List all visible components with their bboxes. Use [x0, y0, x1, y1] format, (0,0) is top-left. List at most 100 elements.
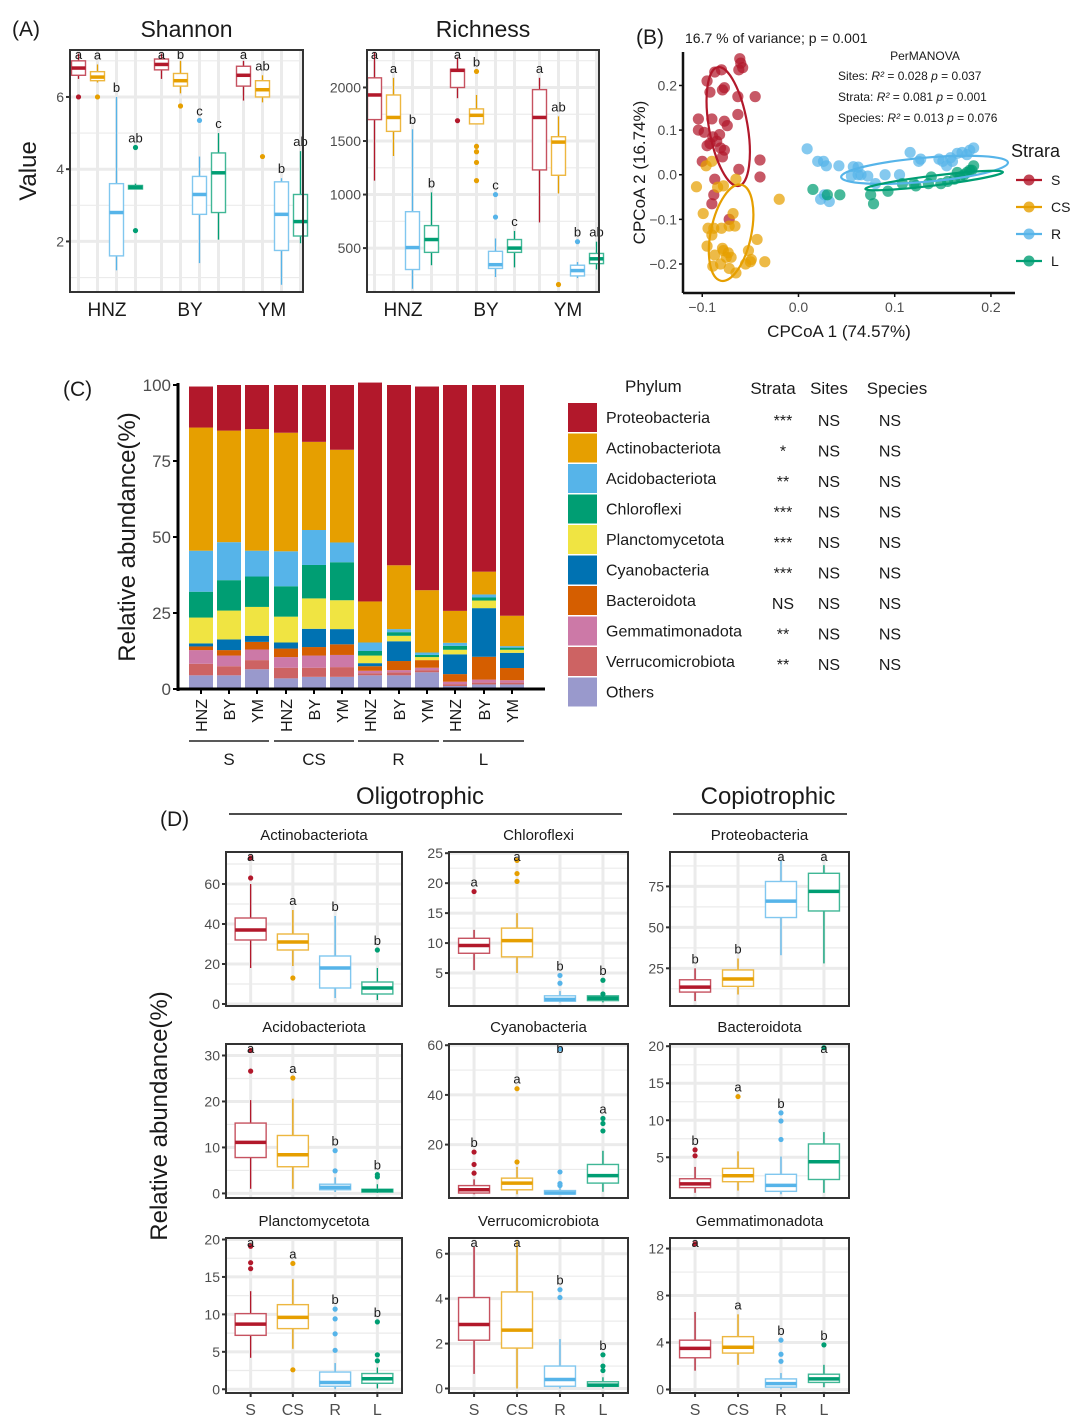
legend-column-header: Species: [867, 379, 927, 398]
box-iqr: [318, 955, 352, 989]
scatter-point-R: [833, 160, 845, 172]
outlier-point: [557, 1294, 563, 1301]
bar-segment-verrucomicrobiota: [245, 660, 269, 670]
legend-label: Actinobacteriota: [606, 441, 721, 458]
bar-segment-planctomycetota: [415, 657, 439, 661]
box-R: b: [318, 1292, 352, 1390]
bar-segment-planctomycetota: [189, 617, 213, 644]
outlier-point: [557, 1287, 563, 1293]
outlier-point: [454, 118, 461, 124]
strata-significance: ***: [774, 505, 793, 522]
outlier-point: [821, 1342, 827, 1348]
outlier-point: [555, 281, 562, 288]
bar-segment-proteobacteria: [415, 386, 439, 591]
box-CS: a: [500, 1235, 534, 1389]
outlier-point: [600, 977, 606, 983]
significance-letter: b: [332, 1292, 339, 1307]
significance-letter: a: [289, 893, 297, 908]
significance-letter: b: [278, 161, 285, 176]
bar-segment-others: [217, 675, 241, 689]
legend-label: Others: [606, 685, 654, 702]
x-tick-label: HNZ: [363, 699, 380, 732]
outlier-point: [259, 153, 266, 160]
y-tick-label: 40: [427, 1087, 443, 1103]
stacked-bar: [245, 385, 269, 689]
y-tick-label: 100: [143, 376, 171, 395]
box-CS: ab: [550, 99, 567, 288]
outlier-point: [735, 1093, 741, 1100]
legend-label: S: [1051, 172, 1060, 188]
box-L: b: [807, 1328, 841, 1388]
y-tick-label: 0: [656, 1381, 664, 1397]
panel-label: (A): [12, 18, 40, 41]
bar-segment-planctomycetota: [330, 600, 354, 630]
y-tick-label: 20: [204, 1093, 220, 1109]
bar-segment-verrucomicrobiota: [330, 667, 354, 677]
legend-point-S: [1023, 174, 1035, 186]
bar-segment-actinobacteriota: [415, 590, 439, 653]
outlier-point: [332, 1148, 338, 1154]
bar-segment-others: [443, 685, 467, 689]
y-tick-label: 40: [204, 916, 220, 932]
box-L: ab: [127, 131, 144, 234]
outlier-point: [473, 149, 480, 155]
plot-frame: [225, 851, 403, 1007]
x-tick-label: 0.0: [789, 299, 809, 315]
bar-segment-actinobacteriota: [443, 610, 467, 643]
box-R: b: [764, 1323, 798, 1390]
bar-segment-cyanobacteria: [330, 629, 354, 645]
box-R: b: [764, 1096, 798, 1195]
bar-segment-actinobacteriota: [387, 565, 411, 630]
legend-strata: Strara S CS RL: [1011, 141, 1070, 269]
outlier-point: [514, 857, 520, 863]
box-L: a: [807, 849, 841, 964]
outlier-point: [248, 855, 254, 861]
bar-segment-others: [330, 676, 354, 689]
bar-segment-others: [500, 684, 524, 689]
stacked-bar: [217, 385, 241, 689]
legend-swatch: [568, 647, 597, 676]
box-iqr: [543, 1365, 577, 1387]
significance-letter: b: [473, 54, 480, 69]
outlier-point: [332, 1306, 338, 1312]
bar-segment-verrucomicrobiota: [500, 682, 524, 685]
significance-letter: a: [94, 47, 102, 62]
stacked-bar: [274, 385, 298, 689]
bar-segment-cyanobacteria: [189, 643, 213, 647]
facet-title: Planctomycetota: [259, 1213, 371, 1230]
scatter-point-CS: [773, 193, 785, 205]
outlier-point: [196, 117, 203, 124]
box-iqr: [721, 1335, 755, 1354]
y-tick-label: 0.1: [658, 122, 678, 138]
y-tick-label: 50: [152, 528, 171, 547]
outlier-point: [132, 227, 139, 234]
x-tick-label: HNZ: [194, 699, 211, 732]
panel-label: (B): [636, 26, 664, 49]
y-tick-label: 10: [204, 1139, 220, 1155]
bar-segment-acidobacteriota: [387, 629, 411, 633]
scatter-point-S: [706, 198, 718, 210]
y-tick-label: 0.0: [658, 167, 678, 183]
bar-segment-acidobacteriota: [245, 550, 269, 577]
significance-letter: b: [332, 1134, 339, 1149]
significance-letter: b: [691, 1133, 698, 1148]
bar-segment-verrucomicrobiota: [387, 672, 411, 676]
species-significance: NS: [879, 444, 901, 461]
stacked-bar: [189, 386, 213, 689]
box-CS: ab: [254, 58, 271, 160]
legend-label: Acidobacteriota: [606, 471, 716, 488]
scatter-point-L: [834, 189, 846, 201]
p-value: = 0.037: [938, 69, 982, 83]
y-tick-label: 2: [56, 233, 64, 249]
scatter-point-CS: [697, 207, 709, 220]
r2-value: = 0.028: [884, 69, 931, 83]
box-CS: b: [172, 47, 189, 109]
legend-swatch: [568, 433, 597, 463]
box-L: b: [586, 1338, 620, 1389]
bar-segment-acidobacteriota: [217, 542, 241, 581]
permanova-label: Strata:: [838, 90, 877, 104]
outlier-point: [473, 178, 480, 184]
bar-segment-cyanobacteria: [274, 642, 298, 649]
significance-letter: a: [513, 1072, 521, 1087]
